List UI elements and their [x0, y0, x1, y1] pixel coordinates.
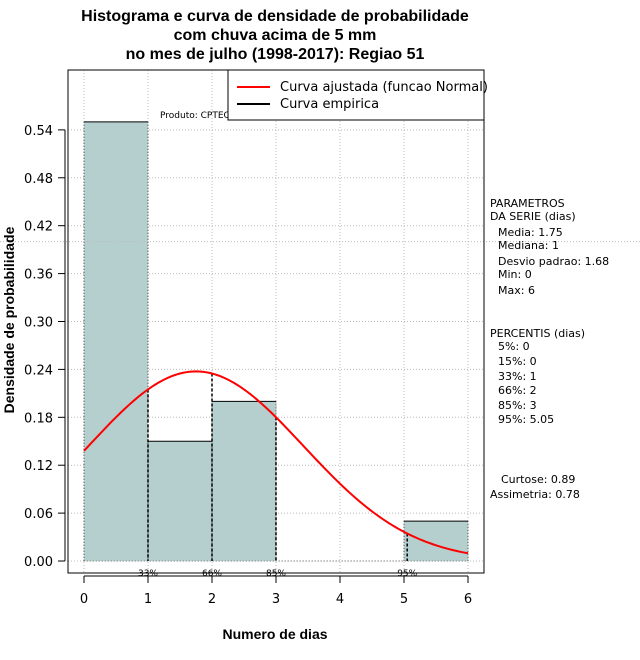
y-axis: 0.00 0.06 0.12 0.18 0.24 0.30 0.36 0.42 0.48 0.54 — [24, 124, 66, 570]
percentil-5: 5%: 0 — [498, 340, 530, 353]
x-tick-label-3: 3 — [272, 592, 280, 607]
chart-title-line-3: no mes de julho (1998-2017): Regiao 51 — [126, 46, 425, 63]
y-tick-label-5: 0.30 — [24, 316, 53, 331]
x-tick-label-2: 2 — [208, 592, 216, 607]
histogram-bar-1 — [148, 441, 212, 562]
histogram-bar-5 — [404, 521, 468, 562]
y-tick-label-2: 0.12 — [24, 459, 53, 474]
x-axis: 0 1 2 3 4 5 6 — [80, 575, 472, 607]
param-mediana: Mediana: 1 — [498, 239, 559, 252]
curtose: Curtose: 0.89 — [501, 473, 575, 486]
percentil-33: 33%: 1 — [498, 370, 537, 383]
y-tick-label-1: 0.06 — [24, 507, 53, 522]
percentil-85: 85%: 3 — [498, 399, 537, 412]
y-tick-label-7: 0.42 — [24, 220, 53, 235]
statistics-panel: PARAMETROS DA SERIE (dias) Media: 1.75 M… — [490, 197, 609, 501]
assimetria: Assimetria: 0.78 — [490, 488, 580, 501]
chart-title-line-2: com chuva acima de 5 mm — [174, 27, 377, 44]
legend-box — [227, 69, 485, 121]
percentile-markers: 33% 66% 85% 95% — [138, 373, 418, 579]
histogram-bar-0 — [84, 121, 148, 562]
percentile-label-2: 85% — [266, 569, 286, 579]
x-tick-label-1: 1 — [144, 592, 152, 607]
param-min: Min: 0 — [498, 268, 532, 281]
chart-title: Histograma e curva de densidade de proba… — [81, 8, 469, 63]
parametros-title-1: PARAMETROS — [490, 197, 565, 210]
histogram-bars — [83, 121, 469, 562]
percentis-title: PERCENTIS (dias) — [490, 327, 585, 340]
percentil-66: 66%: 2 — [498, 384, 537, 397]
y-axis-title: Densidade de probabilidade — [1, 226, 17, 413]
x-tick-label-6: 6 — [464, 592, 472, 607]
y-tick-label-3: 0.18 — [24, 411, 53, 426]
x-tick-label-4: 4 — [336, 592, 344, 607]
percentile-label-3: 95% — [397, 569, 417, 579]
param-max: Max: 6 — [498, 284, 535, 297]
legend: Curva ajustada (funcao Normal) Curva emp… — [227, 69, 488, 121]
param-media: Media: 1.75 — [498, 226, 563, 239]
y-tick-label-8: 0.48 — [24, 172, 53, 187]
parametros-title-2: DA SERIE (dias) — [490, 210, 576, 223]
param-desvio: Desvio padrao: 1.68 — [498, 255, 609, 268]
product-annotation: Produto: CPTEC/INPE — [160, 111, 254, 121]
histogram-bar-2 — [212, 401, 276, 562]
x-tick-label-5: 5 — [400, 592, 408, 607]
percentil-95: 95%: 5.05 — [498, 413, 554, 426]
y-tick-label-6: 0.36 — [24, 268, 53, 283]
chart-title-line-1: Histograma e curva de densidade de proba… — [81, 8, 469, 25]
normal-curve — [83, 370, 469, 555]
normal-curve-path — [83, 370, 469, 555]
x-tick-label-0: 0 — [80, 592, 88, 607]
legend-empirical-label: Curva empirica — [280, 97, 379, 112]
y-tick-label-0: 0.00 — [24, 555, 53, 570]
percentile-label-0: 33% — [138, 569, 158, 579]
y-tick-label-4: 0.24 — [24, 363, 53, 378]
percentil-15: 15%: 0 — [498, 355, 537, 368]
percentile-label-1: 66% — [202, 569, 222, 579]
legend-normal-label: Curva ajustada (funcao Normal) — [280, 80, 488, 95]
y-tick-label-9: 0.54 — [24, 124, 53, 139]
x-axis-title: Numero de dias — [222, 626, 327, 642]
